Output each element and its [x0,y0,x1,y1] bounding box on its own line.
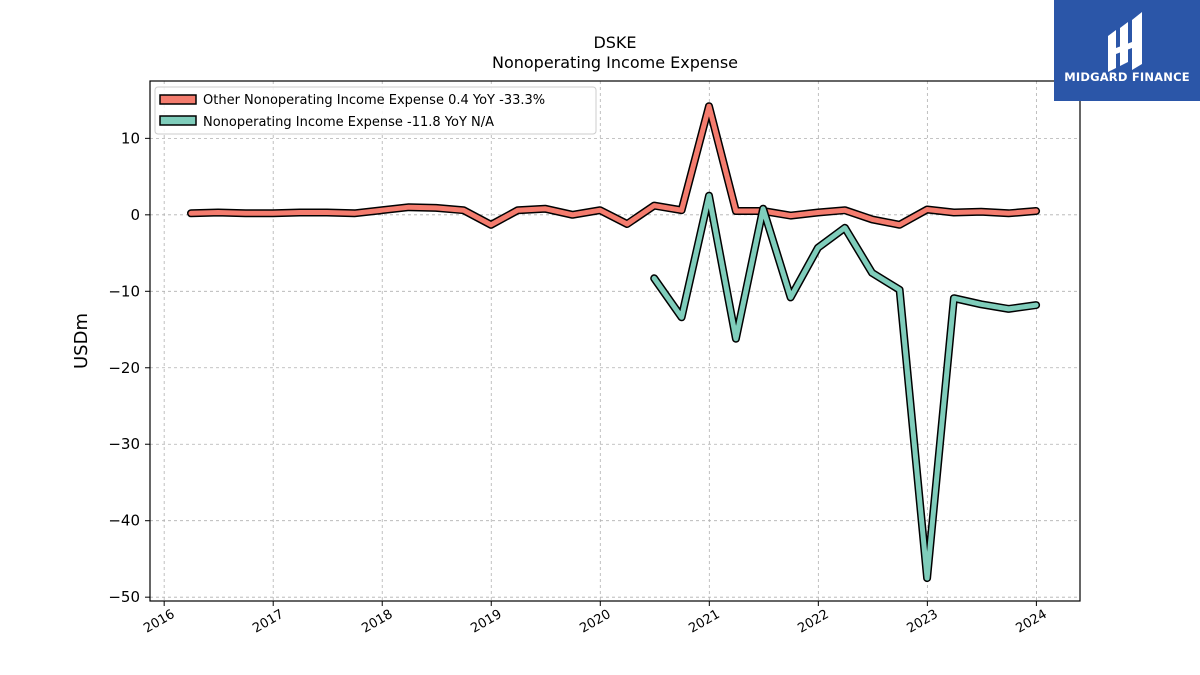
x-tick-label: 2023 [904,607,940,637]
y-tick-label: 0 [130,206,140,224]
x-tick-label: 2021 [686,607,722,637]
series-line-nonoperating [651,193,1039,581]
x-tick-label: 2016 [141,607,177,637]
legend: Other Nonoperating Income Expense 0.4 Yo… [154,86,597,135]
legend-swatch-nonoperating [159,115,197,126]
grid [150,81,1080,601]
brand-logo: MIDGARD FINANCE [1054,0,1200,101]
x-tick-label: 2024 [1013,607,1049,637]
y-axis-label: USDm [71,313,92,369]
y-tick-label: 10 [121,129,140,147]
x-tick-label: 2017 [250,607,286,637]
y-axis: 10 0 −10 −20 −30 −40 −50 [108,129,150,606]
series-line-other-nonoperating [188,103,1039,228]
x-tick-label: 2020 [577,607,613,637]
plot-area [149,80,1081,602]
x-tick-label: 2019 [468,607,504,637]
legend-label-other-nonoperating: Other Nonoperating Income Expense 0.4 Yo… [203,93,545,108]
x-tick-label: 2018 [359,607,395,637]
x-tick-label: 2022 [795,607,831,637]
logo-text: MIDGARD FINANCE [1064,70,1190,84]
logo-mark-icon [1108,12,1142,72]
y-tick-label: −40 [108,512,140,530]
series-layer [187,102,1041,583]
chart-subtitle: Nonoperating Income Expense [492,53,738,72]
y-tick-label: −10 [108,282,140,300]
chart-title: DSKE [593,33,636,52]
legend-label-nonoperating: Nonoperating Income Expense -11.8 YoY N/… [203,115,494,130]
y-tick-label: −50 [108,588,140,606]
legend-box [154,86,597,135]
legend-swatch-other-nonoperating [159,94,197,105]
x-axis: 2016 2017 2018 2019 2020 2021 2022 2023 2024 [141,601,1050,637]
y-tick-label: −20 [108,359,140,377]
y-tick-label: −30 [108,435,140,453]
